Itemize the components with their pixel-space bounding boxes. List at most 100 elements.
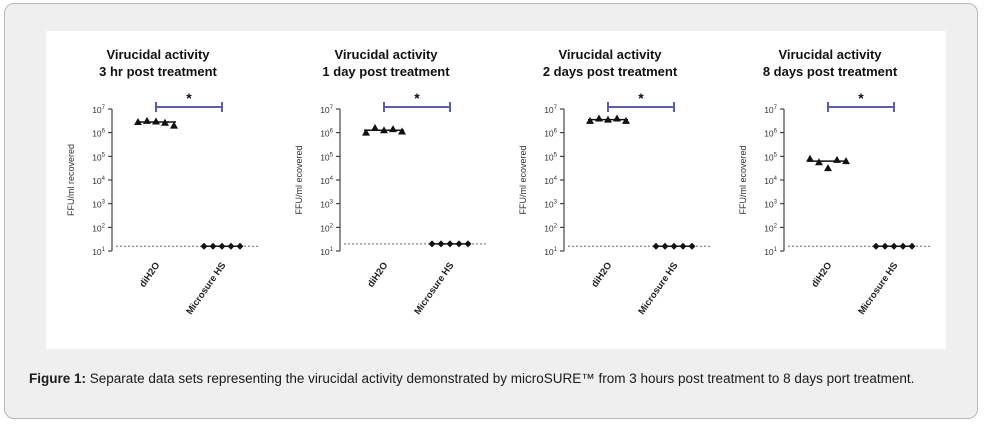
chart-0-y-tick-label: 105	[92, 152, 105, 162]
chart-1-y-tick-label: 104	[320, 176, 333, 186]
chart-2-point	[622, 116, 630, 124]
chart-1-y-tick-label: 101	[320, 247, 333, 257]
chart-0-y-tick-label: 101	[92, 247, 105, 257]
chart-2days-svg: Virucidal activity 2 days post treatment 1…	[518, 47, 710, 317]
caption-label: Figure 1:	[29, 371, 87, 386]
chart-2-y-tick-label: 107	[544, 105, 557, 115]
chart-3-point	[824, 164, 832, 172]
chart-0-title-line2: 3 hr post treatment	[99, 64, 217, 79]
chart-0-significance-star: *	[186, 90, 192, 106]
chart-1-category-label: diH2O	[365, 260, 390, 289]
chart-0-point	[227, 242, 235, 250]
chart-3-y-label: FFU/ml ecovered	[738, 145, 748, 214]
chart-1day: Virucidal activity 1 day post treatment 10…	[274, 31, 494, 349]
chart-2-point	[613, 114, 621, 122]
chart-2-point	[679, 242, 687, 250]
caption-text: Separate data sets representing the viru…	[89, 371, 915, 386]
chart-3-point	[872, 242, 880, 250]
chart-3-point	[881, 242, 889, 250]
chart-1-point	[371, 123, 379, 131]
chart-3-y-tick-label: 106	[764, 129, 777, 139]
chart-2-y-tick-label: 101	[544, 247, 557, 257]
chart-2-title-line1: Virucidal activity	[558, 47, 662, 62]
chart-3-y-tick-label: 104	[764, 176, 777, 186]
chart-2-y-tick-label: 102	[544, 223, 557, 233]
chart-0-y-tick-label: 106	[92, 129, 105, 139]
chart-0-point	[170, 121, 178, 129]
chart-2-point	[595, 114, 603, 122]
chart-2-title-line2: 2 days post treatment	[543, 64, 678, 79]
chart-2-significance-star: *	[638, 90, 644, 106]
chart-1-significance-star: *	[414, 90, 420, 106]
chart-1-y-tick-label: 105	[320, 152, 333, 162]
chart-3-significance-star: *	[858, 90, 864, 106]
chart-0-point	[134, 118, 142, 126]
chart-3-y-tick-label: 105	[764, 152, 777, 162]
chart-2-y-tick-label: 103	[544, 200, 557, 210]
chart-2-point	[586, 116, 594, 124]
chart-1-point	[428, 240, 436, 248]
chart-2-category-label: Microsure HS	[636, 260, 680, 316]
chart-1-point	[464, 240, 472, 248]
chart-3-point	[833, 155, 841, 163]
chart-1-point	[389, 125, 397, 133]
chart-1-point	[362, 128, 370, 136]
chart-3-category-label: diH2O	[809, 260, 834, 289]
figure-frame: Virucidal activity 3 hr post treatment 107…	[4, 3, 978, 419]
chart-3-y-tick-label: 107	[764, 105, 777, 115]
chart-2-y-tick-label: 104	[544, 176, 557, 186]
chart-0-point	[143, 116, 151, 124]
chart-3-category-label: Microsure HS	[856, 260, 900, 316]
figure-caption: Figure 1: Separate data sets representin…	[29, 370, 964, 387]
chart-3-point	[899, 242, 907, 250]
chart-3hr: Virucidal activity 3 hr post treatment 107…	[46, 31, 266, 349]
chart-3-point	[842, 157, 850, 165]
chart-3-title-line2: 8 days post treatment	[763, 64, 898, 79]
chart-3-point	[806, 154, 814, 162]
chart-0-point	[152, 117, 160, 125]
chart-1-title-line2: 1 day post treatment	[322, 64, 450, 79]
chart-1-y-tick-label: 102	[320, 223, 333, 233]
chart-3-point	[815, 158, 823, 166]
chart-2days: Virucidal activity 2 days post treatment 1…	[498, 31, 718, 349]
chart-1-title-line1: Virucidal activity	[334, 47, 438, 62]
chart-2-point	[670, 242, 678, 250]
chart-8days-svg: Virucidal activity 8 days post treatment 1…	[738, 47, 930, 317]
chart-1-category-label: Microsure HS	[412, 260, 456, 316]
chart-1-y-tick-label: 103	[320, 200, 333, 210]
chart-1day-svg: Virucidal activity 1 day post treatment 10…	[294, 47, 486, 317]
chart-1-point	[455, 240, 463, 248]
chart-3-point	[908, 242, 916, 250]
chart-2-y-tick-label: 106	[544, 129, 557, 139]
chart-0-y-tick-label: 104	[92, 176, 105, 186]
figure-panels: Virucidal activity 3 hr post treatment 107…	[46, 31, 946, 349]
chart-2-category-label: diH2O	[589, 260, 614, 289]
chart-1-point	[437, 240, 445, 248]
chart-2-point	[688, 242, 696, 250]
chart-0-y-tick-label: 103	[92, 200, 105, 210]
chart-0-title-line1: Virucidal activity	[106, 47, 210, 62]
chart-3-title-line1: Virucidal activity	[778, 47, 882, 62]
chart-1-y-tick-label: 106	[320, 129, 333, 139]
chart-1-y-tick-label: 107	[320, 105, 333, 115]
chart-0-y-tick-label: 107	[92, 105, 105, 115]
chart-0-point	[200, 242, 208, 250]
chart-2-y-tick-label: 105	[544, 152, 557, 162]
chart-2-point	[661, 242, 669, 250]
chart-2-point	[652, 242, 660, 250]
chart-2-y-label: FFU/ml ecovered	[518, 145, 528, 214]
chart-3-point	[890, 242, 898, 250]
chart-0-point	[209, 242, 217, 250]
chart-0-category-label: diH2O	[137, 260, 162, 289]
chart-0-y-label: FFU/ml recovered	[66, 144, 76, 216]
chart-0-point	[218, 242, 226, 250]
chart-8days: Virucidal activity 8 days post treatment 1…	[718, 31, 938, 349]
chart-3-y-tick-label: 102	[764, 223, 777, 233]
chart-0-category-label: Microsure HS	[184, 260, 228, 316]
chart-0-point	[161, 118, 169, 126]
chart-1-point	[380, 126, 388, 134]
chart-1-point	[398, 127, 406, 135]
chart-3-y-tick-label: 103	[764, 200, 777, 210]
chart-0-point	[236, 242, 244, 250]
chart-1-y-label: FFU/ml ecovered	[294, 145, 304, 214]
